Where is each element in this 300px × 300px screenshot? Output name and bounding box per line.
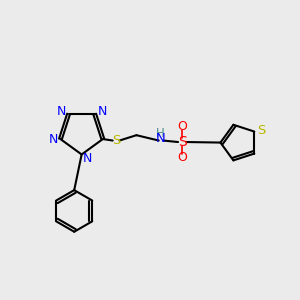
Text: O: O <box>178 151 188 164</box>
Text: H: H <box>156 127 165 140</box>
Text: S: S <box>257 124 265 136</box>
Text: N: N <box>56 105 66 118</box>
Text: N: N <box>48 133 58 146</box>
Text: N: N <box>155 132 165 145</box>
Text: O: O <box>178 120 188 133</box>
Text: N: N <box>98 105 107 118</box>
Text: S: S <box>112 134 121 147</box>
Text: N: N <box>82 152 92 164</box>
Text: S: S <box>178 135 187 149</box>
